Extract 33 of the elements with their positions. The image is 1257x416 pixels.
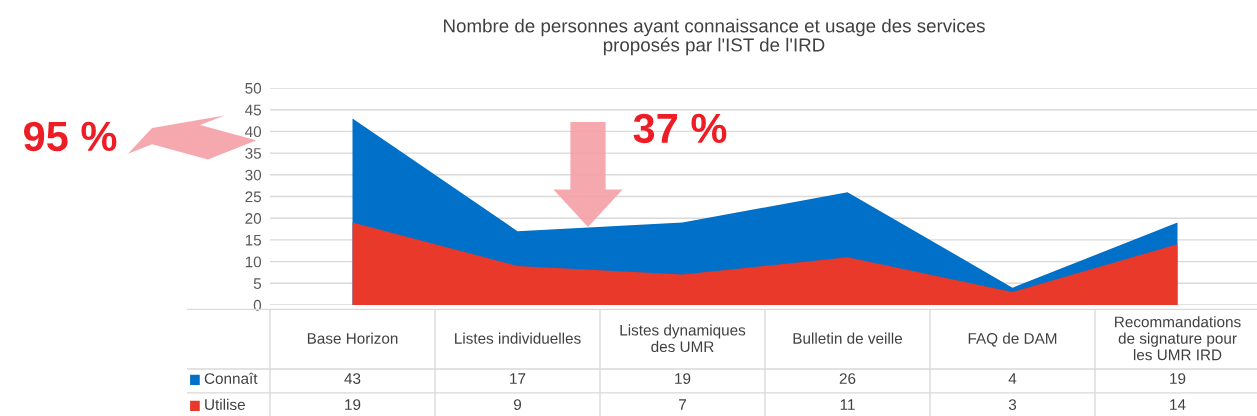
y-tick-label: 15 bbox=[245, 234, 262, 246]
x-tick-label: Recommandations de signature pour les UMR IRD bbox=[1115, 316, 1241, 361]
y-tick-label: 45 bbox=[245, 104, 262, 116]
y-tick-label: 35 bbox=[245, 147, 262, 159]
data-label: 19 bbox=[345, 399, 361, 411]
data-label: 43 bbox=[344, 373, 361, 384]
y-tick-label: 5 bbox=[253, 278, 262, 289]
x-tick-label: Listes individuelles bbox=[455, 332, 581, 344]
y-tick-label: 30 bbox=[245, 169, 262, 181]
y-tick-label: 10 bbox=[245, 256, 262, 268]
data-label: 3 bbox=[1008, 399, 1017, 411]
legend-label: Utilise bbox=[205, 398, 245, 411]
data-label: 19 bbox=[1170, 373, 1186, 384]
data-label: 17 bbox=[510, 373, 526, 384]
x-tick-label: Listes dynamiques des UMR bbox=[620, 324, 746, 353]
legend-label: Connaît bbox=[204, 372, 258, 384]
data-label: 11 bbox=[840, 399, 855, 410]
x-tick-label: Bulletin de veille bbox=[793, 332, 903, 344]
y-tick-label: 20 bbox=[245, 213, 262, 224]
y-tick-label: 25 bbox=[245, 191, 262, 203]
data-label: 26 bbox=[839, 373, 856, 384]
y-tick-label: 40 bbox=[245, 126, 262, 138]
data-label: 14 bbox=[1170, 399, 1186, 410]
chart-title: Nombre de personnes ayant connaissance et usage des services proposés par l'IST de l'IRD bbox=[444, 18, 985, 56]
text: 95 % bbox=[23, 121, 117, 152]
annotation: 37 % bbox=[633, 113, 727, 144]
y-tick-label: 50 bbox=[245, 82, 262, 94]
data-label: 7 bbox=[679, 399, 686, 410]
data-label: 19 bbox=[675, 373, 691, 384]
x-tick-label: FAQ de DAM bbox=[968, 332, 1057, 347]
data-label: 9 bbox=[513, 399, 522, 411]
data-label: 4 bbox=[1008, 373, 1017, 384]
x-tick-label: Base Horizon bbox=[307, 332, 398, 344]
